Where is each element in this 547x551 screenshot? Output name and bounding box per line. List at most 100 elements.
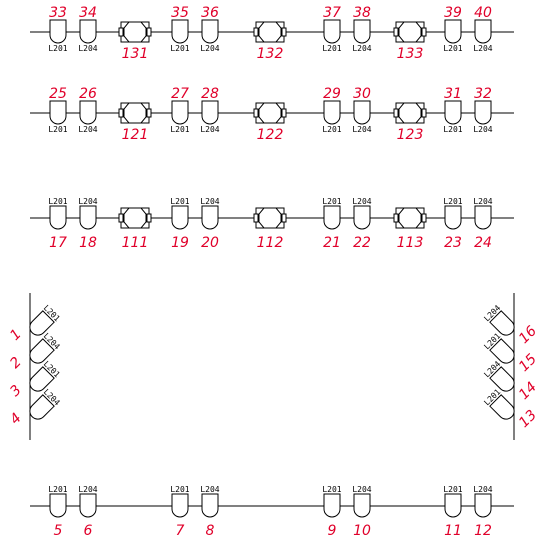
lamp-symbol-11 bbox=[445, 494, 461, 517]
lamp-number-33: 33 bbox=[49, 5, 67, 21]
device-body-112 bbox=[259, 208, 281, 228]
lamp-symbol-31 bbox=[445, 101, 461, 124]
row-top-2: L201 25 L204 26 121 L201 27 L204 28 122 L201 29 L204… bbox=[30, 86, 514, 143]
lamp-number-35: 35 bbox=[171, 5, 189, 21]
row-middle: L201 17 L204 18 111 L201 19 L204 20 112 L201 21 L204… bbox=[30, 197, 514, 251]
lamp-20: L204 20 bbox=[200, 197, 219, 251]
device-number-113: 113 bbox=[397, 235, 424, 251]
lamp-number-24: 24 bbox=[474, 235, 492, 251]
lamp-symbol-32 bbox=[475, 101, 491, 124]
lamp-symbol-36 bbox=[202, 20, 218, 43]
lamp-symbol-8 bbox=[202, 494, 218, 517]
lamp-number-38: 38 bbox=[353, 5, 371, 21]
lamp-number-20: 20 bbox=[201, 235, 219, 251]
lamp-number-23: 23 bbox=[444, 235, 462, 251]
lamp-label-37: L201 bbox=[322, 44, 341, 53]
lamp-symbol-17 bbox=[50, 206, 66, 229]
device-tab-left-113 bbox=[394, 214, 398, 222]
lamp-12: L204 12 bbox=[473, 485, 492, 539]
lamp-symbol-30 bbox=[354, 101, 370, 124]
device-body-121 bbox=[124, 103, 146, 123]
lamp-number-2: 2 bbox=[7, 354, 25, 372]
device-tab-left-111 bbox=[119, 214, 123, 222]
lamp-symbol-21 bbox=[324, 206, 340, 229]
lamp-number-25: 25 bbox=[49, 86, 67, 102]
lamp-27: L201 27 bbox=[170, 86, 189, 134]
lamp-11: L201 11 bbox=[443, 485, 462, 539]
lamp-symbol-9 bbox=[324, 494, 340, 517]
lamp-symbol-28 bbox=[202, 101, 218, 124]
lamp-38: L204 38 bbox=[352, 5, 371, 53]
lamp-number-32: 32 bbox=[474, 86, 492, 102]
lamp-number-17: 17 bbox=[49, 235, 67, 251]
lamp-label-18: L204 bbox=[78, 197, 97, 206]
device-tab-right-112 bbox=[282, 214, 286, 222]
lamp-number-21: 21 bbox=[323, 235, 341, 251]
lamp-number-37: 37 bbox=[323, 5, 341, 21]
lamp-label-20: L204 bbox=[200, 197, 219, 206]
lamp-number-31: 31 bbox=[444, 86, 462, 102]
lamp-29: L201 29 bbox=[322, 86, 341, 134]
device-tab-right-131 bbox=[147, 28, 151, 36]
device-tab-right-123 bbox=[422, 109, 426, 117]
device-number-123: 123 bbox=[397, 127, 424, 143]
lamp-number-10: 10 bbox=[353, 523, 371, 539]
lamp-30: L204 30 bbox=[352, 86, 371, 134]
lamp-label-28: L204 bbox=[200, 125, 219, 134]
row-bottom-symbols: L2015L2046L2017L2048L2019L20410L20111L20… bbox=[48, 485, 492, 539]
lamp-28: L20428 bbox=[200, 86, 219, 134]
lamp-number-13: 13 bbox=[516, 407, 540, 431]
device-body-131 bbox=[124, 22, 146, 42]
lamp-label-26: L204 bbox=[78, 125, 97, 134]
lamp-symbol-40 bbox=[475, 20, 491, 43]
lamp-number-9: 9 bbox=[328, 523, 337, 539]
lamp-6: L204 6 bbox=[78, 485, 97, 539]
lamp-number-34: 34 bbox=[79, 5, 97, 21]
lamp-symbol-group-15: L201 bbox=[482, 331, 518, 367]
lamp-symbol-group-16: L204 bbox=[482, 303, 518, 339]
device-tab-right-121 bbox=[147, 109, 151, 117]
lamp-22: L204 22 bbox=[352, 197, 371, 251]
lamp-label-31: L201 bbox=[443, 125, 462, 134]
lamp-39: L201 39 bbox=[443, 5, 462, 53]
lamp-label-17: L201 bbox=[48, 197, 67, 206]
lamp-24: L204 24 bbox=[473, 197, 492, 251]
lamp-label-9: L201 bbox=[322, 485, 341, 494]
lamp-36: L204 36 bbox=[200, 5, 219, 53]
lamp-label-7: L201 bbox=[170, 485, 189, 494]
lamp-number-7: 7 bbox=[176, 523, 185, 539]
device-tab-right-132 bbox=[282, 28, 286, 36]
lamp-label-33: L201 bbox=[48, 44, 67, 53]
right-chain-symbols: L20416L20115L20414L20113 bbox=[482, 303, 540, 431]
lamp-number-12: 12 bbox=[474, 523, 492, 539]
lamp-number-36: 36 bbox=[201, 5, 219, 21]
lamp-number-30: 30 bbox=[353, 86, 371, 102]
lamp-symbol-24 bbox=[475, 206, 491, 229]
device-121: 121 bbox=[119, 103, 151, 143]
lamp-label-23: L201 bbox=[443, 197, 462, 206]
lamp-label-35: L201 bbox=[170, 44, 189, 53]
lamp-21: L20121 bbox=[322, 197, 341, 251]
lamp-symbol-group-2: L204 bbox=[25, 331, 61, 367]
lamp-number-4: 4 bbox=[7, 410, 25, 428]
lamp-17: L201 17 bbox=[48, 197, 67, 251]
lamp-label-39: L201 bbox=[443, 44, 462, 53]
device-tab-left-122 bbox=[254, 109, 258, 117]
lamp-symbol-22 bbox=[354, 206, 370, 229]
lamp-symbol-group-3: L201 bbox=[25, 359, 61, 395]
device-tab-left-123 bbox=[394, 109, 398, 117]
device-122: 122 bbox=[254, 103, 286, 143]
lamp-symbol-20 bbox=[202, 206, 218, 229]
lamp-label-32: L204 bbox=[473, 125, 492, 134]
lamp-symbol-38 bbox=[354, 20, 370, 43]
lamp-label-12: L204 bbox=[473, 485, 492, 494]
lamp-symbol-27 bbox=[172, 101, 188, 124]
lamp-label-8: L204 bbox=[200, 485, 219, 494]
row-top-1-symbols: L20133L20434131 L20135L20436132 L20137L204… bbox=[48, 5, 492, 62]
lamp-9: L201 9 bbox=[322, 485, 341, 539]
lamp-label-24: L204 bbox=[473, 197, 492, 206]
lamp-number-19: 19 bbox=[171, 235, 189, 251]
device-body-122 bbox=[259, 103, 281, 123]
